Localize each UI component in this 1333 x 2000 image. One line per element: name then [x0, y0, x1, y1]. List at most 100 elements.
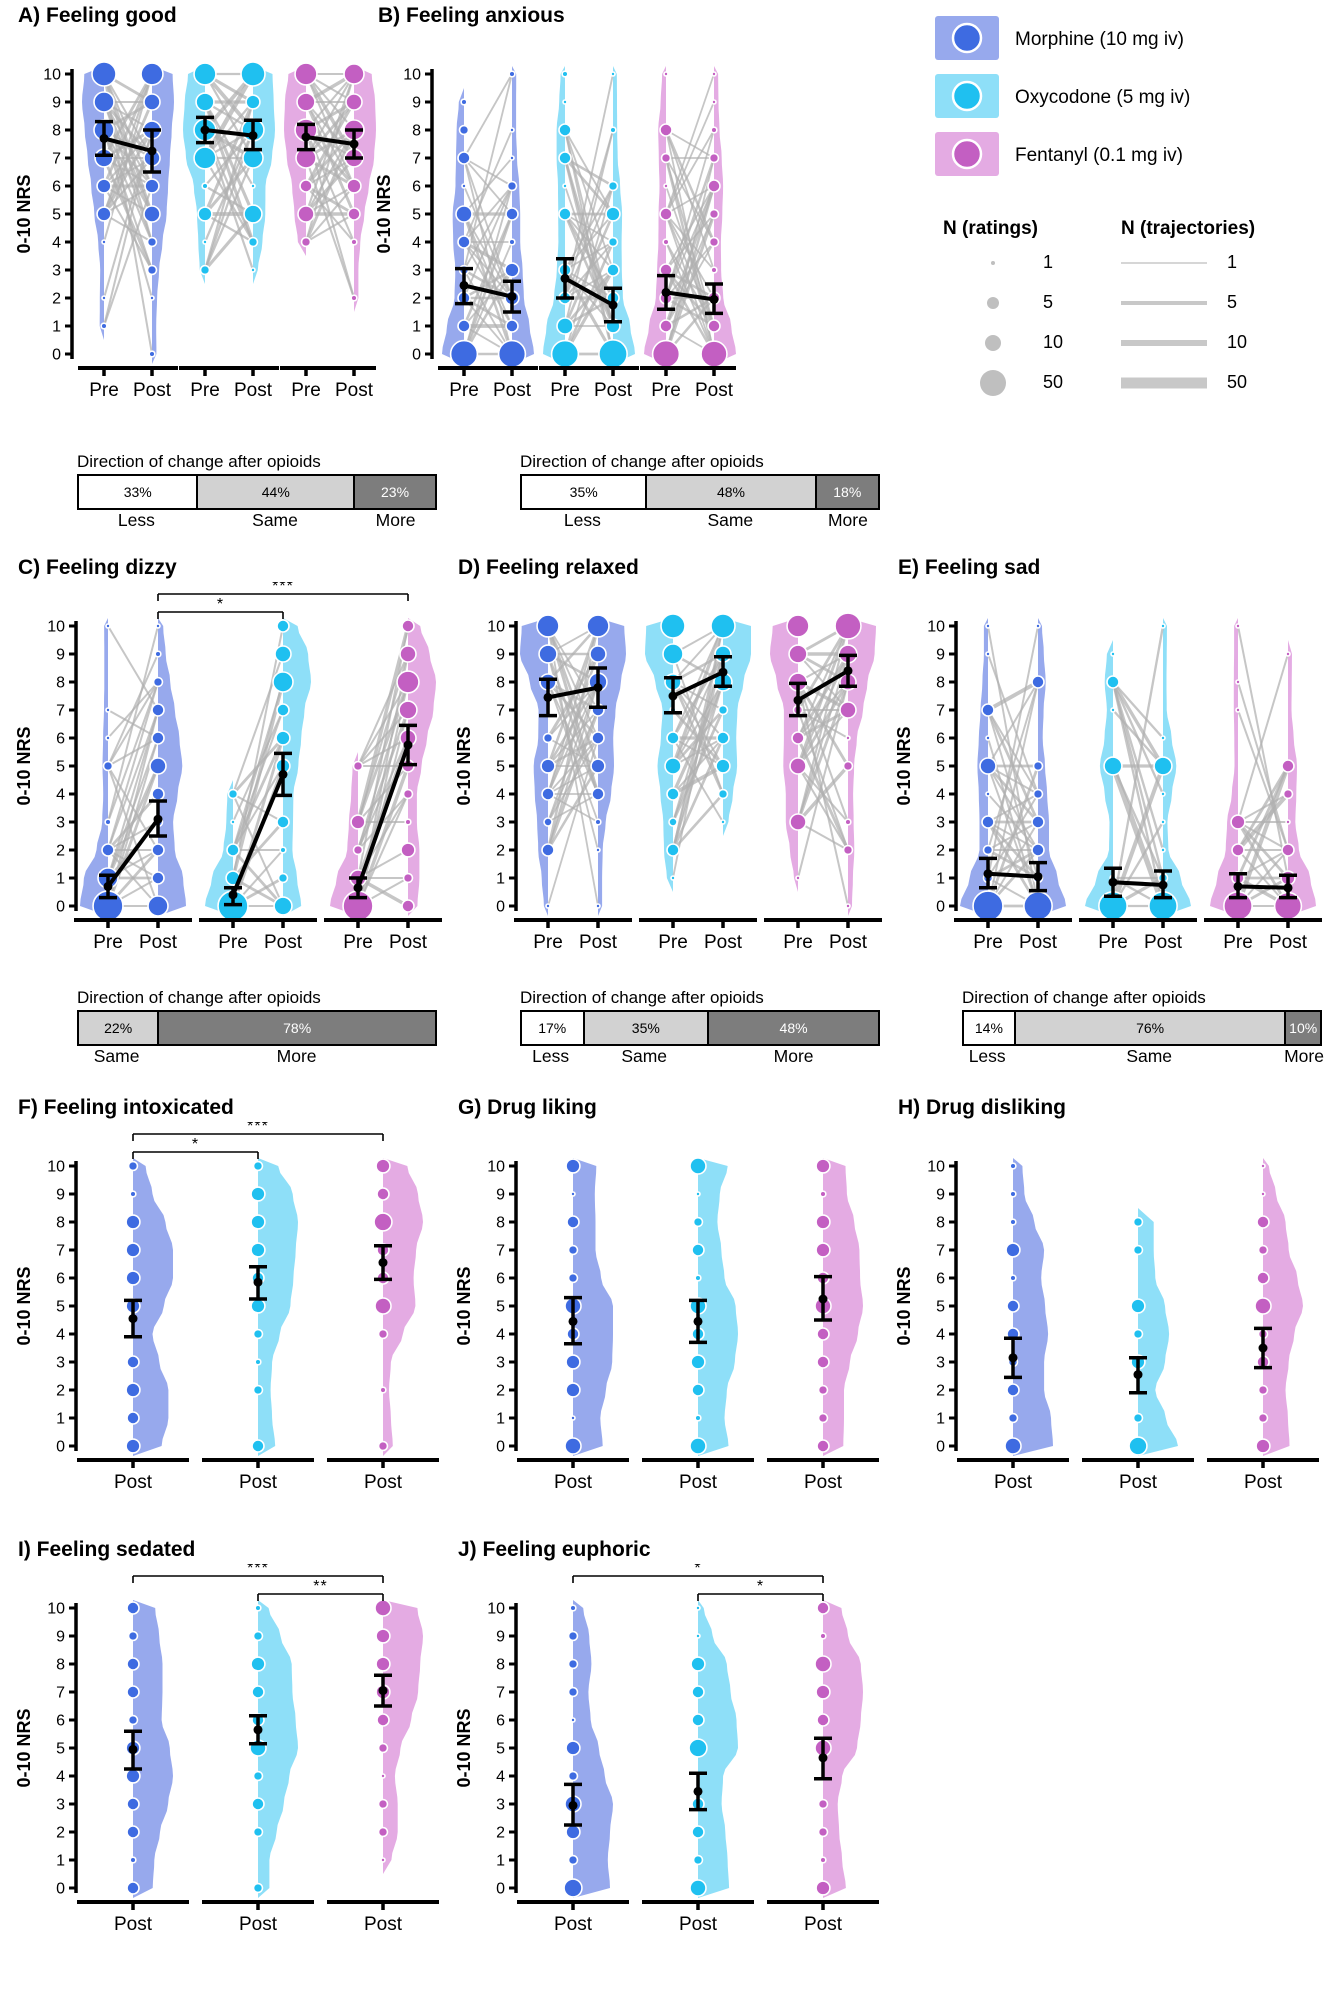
panel-c-title: C) Feeling dizzy	[18, 556, 177, 579]
x-tick-label: Post	[364, 1472, 403, 1493]
rating-dot	[404, 818, 412, 826]
trajectory-line	[1237, 653, 1289, 823]
rating-dot	[662, 238, 670, 246]
rating-dot	[666, 787, 680, 801]
rating-dot	[1110, 707, 1116, 713]
rating-dot	[1235, 679, 1241, 685]
rating-dot	[457, 235, 471, 249]
violin	[573, 1158, 613, 1456]
y-tick-label: 7	[936, 703, 945, 720]
trajectory-line	[1111, 681, 1165, 907]
trajectory-line	[672, 737, 724, 795]
y-tick-label: 7	[496, 1243, 505, 1260]
x-tick-label: Post	[1019, 932, 1058, 953]
rating-dot	[1282, 788, 1294, 800]
rating-dot	[662, 643, 684, 665]
rating-dot	[607, 180, 619, 192]
legend-size-dot-value: 1	[1043, 252, 1053, 272]
x-tick-label: Post	[139, 932, 178, 953]
y-tick-label: 6	[936, 731, 945, 748]
rating-dot	[691, 1243, 705, 1257]
direction-segment: 10%	[1284, 1012, 1320, 1044]
y-tick-label: 7	[496, 703, 505, 720]
y-tick-label: 8	[56, 1215, 65, 1232]
mean-dot	[253, 1725, 263, 1735]
panel-i: I) Feeling sedated 0 1 2 3 4 5 6 7 8 9 10 0-10 NRS P…	[16, 1538, 446, 1949]
mean-dot	[1283, 883, 1293, 893]
mean-connector	[1112, 880, 1164, 887]
y-tick-label: 6	[496, 1713, 505, 1730]
rating-dot	[1257, 1412, 1269, 1424]
rating-dot	[715, 758, 731, 774]
legend-ratings-title: N (ratings)	[943, 218, 1038, 239]
mean-dot	[560, 273, 570, 283]
legend-drug-label: Morphine (10 mg iv)	[1015, 29, 1184, 50]
trajectory-line	[103, 129, 153, 243]
mean-connector	[1237, 884, 1289, 890]
direction-segment-label: More	[375, 510, 416, 530]
rating-dot	[195, 92, 215, 112]
panel-j-title: J) Feeling euphoric	[458, 1538, 651, 1561]
trajectory-line	[107, 709, 159, 739]
legend-size-dot-value: 10	[1043, 332, 1063, 352]
y-tick-label: 0	[56, 899, 65, 916]
rating-dot	[815, 1684, 831, 1700]
y-tick-label: 2	[56, 1383, 65, 1400]
y-tick-label: 4	[56, 787, 65, 804]
y-tick-label: 2	[936, 843, 945, 860]
rating-dot	[1132, 1328, 1144, 1340]
rating-dot	[251, 1439, 265, 1453]
y-tick-label: 1	[936, 871, 945, 888]
rating-dot	[1005, 1242, 1021, 1258]
rating-dot	[401, 899, 415, 913]
direction-segment: 76%	[1013, 1012, 1285, 1044]
trajectory-line	[107, 681, 159, 739]
violin	[133, 1600, 173, 1898]
rating-dot	[380, 1773, 386, 1779]
violin	[698, 1158, 738, 1456]
rating-dot	[819, 1856, 827, 1864]
rating-dot	[842, 760, 854, 772]
mean-dot	[253, 1277, 263, 1287]
rating-dot	[670, 875, 676, 881]
y-tick-label: 8	[52, 123, 61, 140]
trajectory-line	[672, 681, 724, 711]
y-tick-label: 0	[936, 899, 945, 916]
y-tick-label: 4	[56, 1327, 65, 1344]
rating-dot	[299, 179, 313, 193]
y-tick-label: 6	[56, 1271, 65, 1288]
rating-dot	[458, 124, 470, 136]
rating-dot	[226, 843, 240, 857]
rating-dot	[343, 63, 365, 85]
y-tick-label: 8	[56, 675, 65, 692]
rating-dot	[250, 267, 256, 273]
x-tick-label: Post	[239, 1914, 278, 1935]
rating-dot	[564, 1437, 582, 1455]
trajectory-line	[1237, 821, 1289, 851]
legend-drug-icon	[951, 80, 983, 112]
legend-trajectories-title: N (trajectories)	[1121, 218, 1255, 239]
panel-b-chart: 0 1 2 3 4 5 6 7 8 9 10 0-10 NRS Pre Post Pre Post Pre Pos…	[376, 66, 736, 401]
rating-dot	[140, 62, 164, 86]
direction-labels: Less Same More	[520, 1046, 880, 1068]
x-tick-label: Pre	[449, 380, 479, 401]
rating-dot	[708, 152, 720, 164]
rating-dot	[1260, 1191, 1266, 1197]
direction-segment: 48%	[707, 1012, 878, 1044]
x-tick-label: Post	[1244, 1472, 1283, 1493]
rating-dot	[569, 1604, 577, 1612]
rating-dot	[814, 1655, 832, 1673]
panel-j: J) Feeling euphoric 0 1 2 3 4 5 6 7 8 9 10 0-10 NRS…	[456, 1538, 886, 1949]
violin	[520, 618, 548, 916]
direction-segment: 35%	[582, 1012, 708, 1044]
rating-dot	[595, 903, 601, 909]
rating-dot	[377, 1742, 389, 1754]
direction-title: Direction of change after opioids	[77, 988, 321, 1007]
trajectory-line	[1237, 625, 1289, 879]
direction-segment: 17%	[522, 1012, 583, 1044]
rating-dot	[594, 818, 602, 826]
panel-a-title: A) Feeling good	[18, 4, 177, 27]
violin	[723, 618, 751, 836]
trajectory-line	[1111, 681, 1165, 795]
